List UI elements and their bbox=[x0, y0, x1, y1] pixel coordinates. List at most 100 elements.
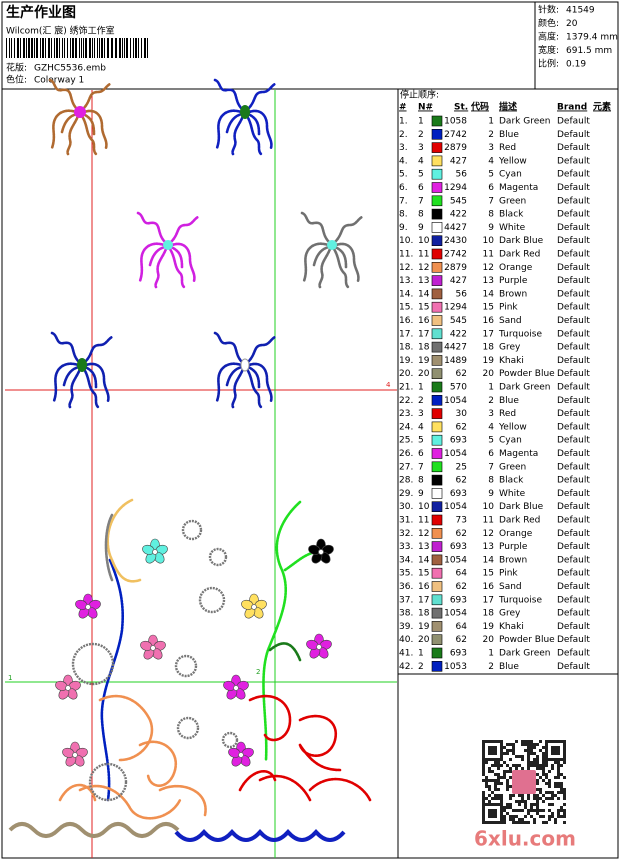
qr-module bbox=[530, 749, 533, 752]
barcode-bar bbox=[94, 38, 95, 58]
table-header: # N# St. 代码 描述 Brand 元素 bbox=[399, 101, 611, 113]
decoration bbox=[104, 513, 114, 582]
qr-module bbox=[557, 767, 560, 770]
qr-module bbox=[509, 743, 512, 746]
color-swatch bbox=[431, 288, 443, 300]
qr-module bbox=[563, 812, 566, 815]
barcode-bar bbox=[70, 38, 71, 58]
qr-module bbox=[539, 815, 542, 818]
qr-module bbox=[527, 764, 530, 767]
needle-number: 6 bbox=[418, 449, 424, 459]
qr-module bbox=[494, 785, 497, 788]
qr-module bbox=[557, 812, 560, 815]
qr-module bbox=[485, 776, 488, 779]
needle-number: 7 bbox=[418, 196, 424, 206]
barcode-bar bbox=[40, 38, 41, 58]
color-description: Dark Blue bbox=[499, 502, 544, 512]
brand: Default bbox=[557, 422, 590, 432]
qr-module bbox=[563, 815, 566, 818]
qr-module bbox=[488, 779, 491, 782]
color-swatch bbox=[431, 408, 443, 419]
qr-module bbox=[542, 752, 545, 755]
stitch-count: 2742 bbox=[444, 250, 467, 260]
color-description: Pink bbox=[499, 303, 518, 313]
qr-module bbox=[542, 815, 545, 818]
qr-module bbox=[506, 812, 509, 815]
brand: Default bbox=[557, 609, 590, 619]
qr-module bbox=[524, 803, 527, 806]
qr-module bbox=[527, 767, 530, 770]
color-code: 16 bbox=[483, 582, 495, 592]
color-swatch bbox=[431, 461, 443, 473]
color-swatch bbox=[431, 328, 443, 340]
brand: Default bbox=[557, 436, 590, 446]
qr-module bbox=[497, 788, 500, 791]
qr-module bbox=[497, 776, 500, 779]
barcode-bar bbox=[122, 38, 123, 58]
needle-number: 7 bbox=[418, 462, 424, 472]
brand: Default bbox=[557, 343, 590, 353]
stat-value: 691.5 mm bbox=[566, 46, 612, 56]
color-swatch bbox=[431, 129, 443, 140]
color-swatch bbox=[431, 115, 443, 127]
qr-module bbox=[533, 797, 536, 800]
qr-module bbox=[494, 788, 497, 791]
qr-module bbox=[509, 818, 512, 821]
qr-module bbox=[527, 821, 530, 824]
stitch-count: 73 bbox=[456, 516, 467, 526]
color-swatch bbox=[431, 275, 443, 286]
subtitle: Wilcom(汇 宸) 绣饰工作室 bbox=[6, 25, 115, 37]
color-code: 1 bbox=[488, 383, 494, 393]
stitch-count: 545 bbox=[450, 196, 467, 206]
needle-number: 19 bbox=[418, 622, 430, 632]
table-row: 37. 17 693 17 Turquoise Default bbox=[399, 594, 590, 605]
stitch-count: 2742 bbox=[444, 130, 467, 140]
color-code: 18 bbox=[483, 609, 495, 619]
stitch-count: 427 bbox=[450, 276, 467, 286]
motif bbox=[306, 538, 336, 566]
stitch-count: 62 bbox=[456, 476, 467, 486]
motif bbox=[53, 674, 83, 702]
qr-module bbox=[518, 803, 521, 806]
qr-module bbox=[557, 773, 560, 776]
qr-module bbox=[494, 761, 497, 764]
qr-module bbox=[497, 764, 500, 767]
qr-module bbox=[503, 770, 506, 773]
row-number: 32. bbox=[399, 529, 413, 539]
decoration bbox=[8, 822, 180, 838]
qr-module bbox=[536, 779, 539, 782]
color-description: Cyan bbox=[499, 436, 522, 446]
row-number: 41. bbox=[399, 649, 413, 659]
row-number: 1. bbox=[399, 117, 408, 127]
stat-label: 高度: bbox=[538, 31, 559, 43]
qr-finder bbox=[482, 803, 503, 824]
qr-code bbox=[480, 738, 568, 826]
color-code: 4 bbox=[488, 156, 494, 166]
table-row: 18. 18 4427 18 Grey Default bbox=[399, 341, 590, 353]
color-code: 5 bbox=[488, 436, 494, 446]
qr-module bbox=[524, 815, 527, 818]
color-swatch bbox=[431, 421, 443, 433]
qr-module bbox=[488, 770, 491, 773]
stitch-count: 62 bbox=[456, 529, 467, 539]
color-swatch bbox=[431, 155, 443, 167]
qr-module bbox=[515, 800, 518, 803]
qr-module bbox=[557, 776, 560, 779]
color-code: 15 bbox=[483, 569, 494, 579]
qr-module bbox=[530, 761, 533, 764]
stitch-count: 1294 bbox=[444, 183, 467, 193]
qr-module bbox=[563, 821, 566, 824]
qr-module bbox=[521, 755, 524, 758]
decoration bbox=[174, 654, 198, 678]
brand: Default bbox=[557, 383, 590, 393]
stitch-count: 422 bbox=[450, 210, 467, 220]
qr-module bbox=[503, 806, 506, 809]
brand: Default bbox=[557, 250, 590, 260]
table-row: 29. 9 693 9 White Default bbox=[399, 488, 590, 499]
table-row: 38. 18 1054 18 Grey Default bbox=[399, 607, 590, 619]
qr-module bbox=[485, 785, 488, 788]
row-number: 31. bbox=[399, 516, 413, 526]
qr-module bbox=[536, 794, 539, 797]
qr-module bbox=[518, 764, 521, 767]
